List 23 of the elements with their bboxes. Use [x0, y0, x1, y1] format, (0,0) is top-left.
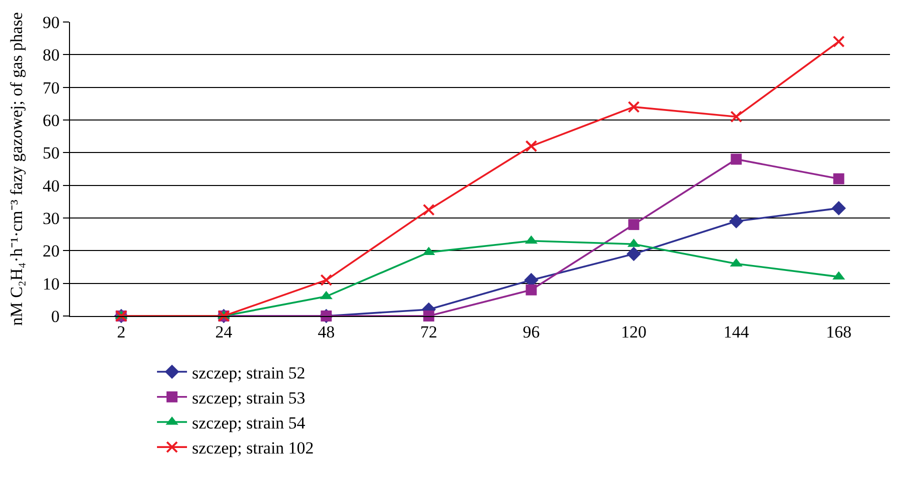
- y-tick-label: 10: [42, 274, 60, 294]
- y-tick-label: 70: [42, 78, 60, 98]
- x-tick-label: 24: [215, 322, 233, 342]
- y-tick-label: 60: [42, 110, 60, 130]
- legend-label: szczep; strain 52: [192, 363, 306, 382]
- y-tick-label: 50: [42, 144, 60, 163]
- y-tick-label: 90: [42, 12, 60, 32]
- y-tick-label: 0: [51, 306, 60, 326]
- x-tick-label: 72: [420, 322, 438, 342]
- legend-label: szczep; strain 54: [192, 414, 306, 433]
- legend-label: szczep; strain 53: [192, 388, 306, 408]
- y-axis-title: nM C₂H₄·h⁻¹·cm⁻³ fazy gazowej; of gas phase: [7, 12, 26, 326]
- x-tick-label: 144: [724, 322, 750, 342]
- x-tick-label: 96: [522, 322, 540, 342]
- y-tick-label: 80: [42, 46, 60, 65]
- legend-label: szczep; strain 102: [192, 438, 314, 458]
- x-tick-label: 120: [621, 322, 646, 342]
- y-tick-label: 40: [42, 176, 60, 196]
- x-tick-label: 2: [117, 322, 126, 342]
- y-tick-label: 30: [42, 208, 60, 228]
- x-tick-label: 48: [318, 322, 335, 342]
- y-tick-label: 20: [42, 242, 60, 261]
- x-tick-label: 168: [826, 322, 852, 342]
